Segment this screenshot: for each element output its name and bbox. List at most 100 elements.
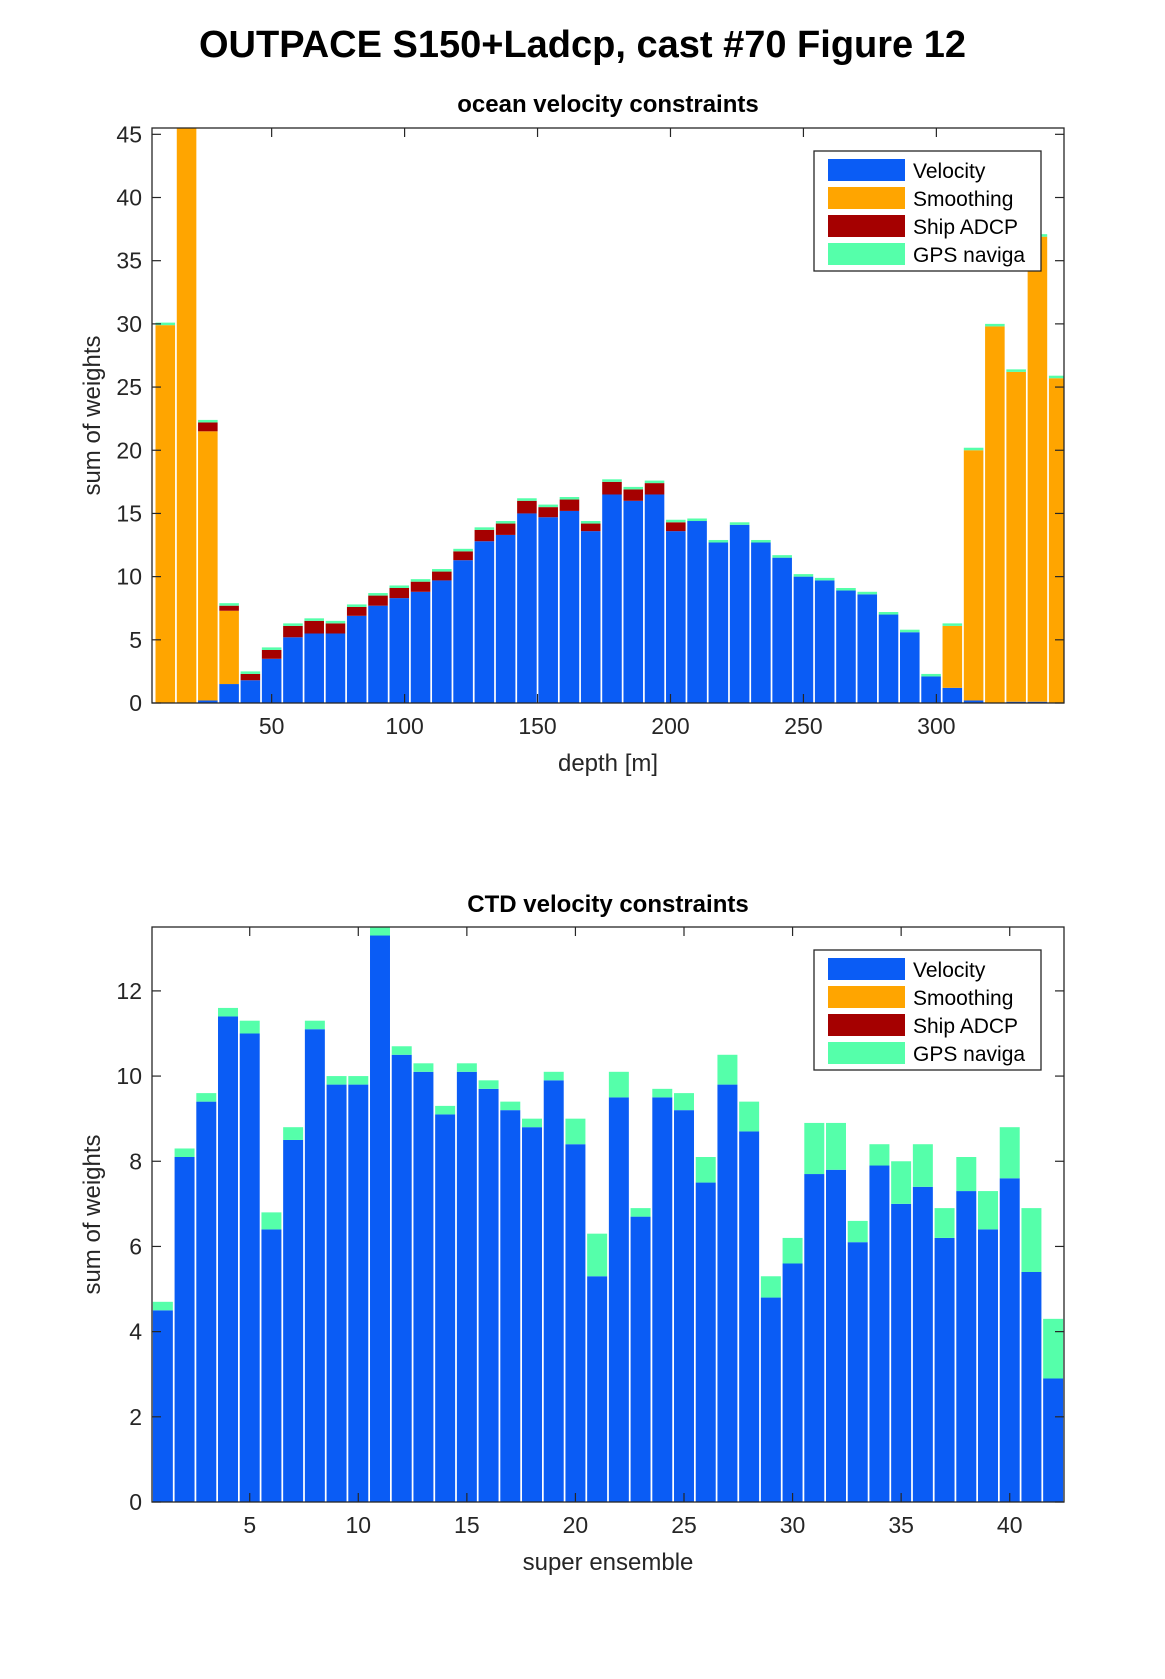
bar-velocity <box>543 1080 564 1502</box>
bar-gps-naviga <box>304 1020 325 1030</box>
bar-gps-naviga <box>826 1122 846 1170</box>
bar-gps-naviga <box>587 1233 608 1277</box>
bar-ship-adcp <box>602 481 622 495</box>
bar-velocity <box>836 590 856 703</box>
legend-label: Velocity <box>913 959 986 982</box>
x-tick-label: 100 <box>385 713 423 739</box>
bar-velocity <box>152 1310 173 1502</box>
bar-velocity <box>739 1131 760 1502</box>
x-tick-label: 250 <box>784 713 822 739</box>
legend: Velocity Smoothing Ship ADCP GPS naviga <box>813 150 1042 272</box>
bar-gps-naviga <box>956 1157 977 1192</box>
bar-gps-naviga <box>325 620 346 624</box>
bar-velocity <box>538 517 558 703</box>
bar-velocity <box>847 1242 868 1502</box>
bar-gps-naviga <box>370 927 390 936</box>
x-tick-label: 20 <box>563 1512 589 1538</box>
bar-velocity <box>304 633 324 703</box>
legend-swatch-velocity <box>828 159 905 181</box>
legend-swatch-ship-adcp <box>828 215 905 237</box>
bar-gps-naviga <box>283 1127 304 1140</box>
bar-gps-naviga <box>435 1105 456 1115</box>
figure-title: OUTPACE S150+Ladcp, cast #70 Figure 12 <box>199 24 966 66</box>
bar-gps-naviga <box>389 585 410 588</box>
bar-ship-adcp <box>559 499 580 511</box>
bar-smoothing <box>942 625 963 688</box>
bar-velocity <box>760 1297 781 1502</box>
legend-swatch-ship-adcp <box>828 1014 905 1036</box>
bar-velocity <box>389 598 410 703</box>
bar-gps-naviga <box>942 623 963 626</box>
bar-ship-adcp <box>410 581 431 592</box>
bar-velocity <box>283 637 303 703</box>
bar-gps-naviga <box>410 579 431 582</box>
bar-velocity <box>174 1157 195 1502</box>
bar-gps-naviga <box>857 591 878 595</box>
bar-gps-naviga <box>760 1276 781 1298</box>
bar-velocity <box>869 1165 890 1502</box>
bar-ship-adcp <box>538 507 558 518</box>
bar-gps-naviga <box>413 1063 434 1072</box>
bar-velocity <box>942 687 963 703</box>
bar-velocity <box>325 633 346 703</box>
legend-label: GPS naviga <box>913 1043 1025 1066</box>
bar-gps-naviga <box>602 479 622 482</box>
legend-label: GPS naviga <box>913 244 1025 267</box>
x-tick-label: 150 <box>518 713 556 739</box>
bar-gps-naviga <box>538 504 558 508</box>
legend-label: Ship ADCP <box>913 1015 1018 1038</box>
bar-velocity <box>695 1182 716 1502</box>
bar-gps-naviga <box>368 593 388 596</box>
bar-velocity <box>370 935 390 1502</box>
bar-gps-naviga <box>772 555 792 558</box>
bar-velocity <box>674 1110 694 1502</box>
bar-velocity <box>500 1110 521 1502</box>
legend: Velocity Smoothing Ship ADCP GPS naviga <box>813 949 1042 1071</box>
bar-gps-naviga <box>1048 375 1064 379</box>
bar-gps-naviga <box>346 604 367 607</box>
bar-velocity <box>687 521 707 703</box>
bar-gps-naviga <box>847 1220 868 1243</box>
bar-gps-naviga <box>921 673 941 677</box>
bar-velocity <box>826 1169 846 1502</box>
legend-label: Smoothing <box>913 188 1013 211</box>
y-tick-label: 30 <box>116 311 142 337</box>
bar-ship-adcp <box>580 523 601 532</box>
bar-gps-naviga <box>580 521 601 524</box>
bar-gps-naviga <box>695 1157 716 1183</box>
chart-title: CTD velocity constraints <box>467 891 748 918</box>
bar-gps-naviga <box>283 623 303 626</box>
bar-ship-adcp <box>368 595 388 606</box>
y-tick-label: 5 <box>129 627 142 653</box>
bar-gps-naviga <box>152 1301 173 1311</box>
y-tick-label: 40 <box>116 185 142 211</box>
bar-smoothing <box>963 450 984 701</box>
ocean-velocity-chart: 50 100 150 200 250 300 0 5 10 15 20 25 30 35 40 45 ocean… <box>79 91 1065 777</box>
bar-velocity <box>751 542 771 703</box>
bar-velocity <box>623 500 644 703</box>
y-tick-label: 4 <box>129 1319 142 1345</box>
bar-velocity <box>495 534 516 703</box>
bar-velocity <box>1043 1378 1064 1502</box>
bar-gps-naviga <box>495 521 516 524</box>
bar-gps-naviga <box>804 1122 825 1175</box>
bar-velocity <box>559 510 580 703</box>
bar-gps-naviga <box>174 1148 195 1157</box>
axes-box <box>151 926 1065 1503</box>
bar-velocity <box>963 700 984 703</box>
bar-gps-naviga <box>522 1118 542 1128</box>
axes-box <box>151 127 1065 704</box>
bar-velocity <box>368 605 388 703</box>
bar-velocity <box>1021 1272 1042 1502</box>
y-tick-label: 10 <box>116 564 142 590</box>
x-tick-label: 5 <box>243 1512 256 1538</box>
bar-ship-adcp <box>644 483 665 495</box>
bar-velocity <box>912 1186 933 1502</box>
bar-smoothing <box>985 326 1005 703</box>
bar-velocity <box>478 1088 499 1502</box>
bar-gps-naviga <box>348 1076 369 1085</box>
legend-label: Ship ADCP <box>913 216 1018 239</box>
bar-gps-naviga <box>630 1208 651 1217</box>
y-axis-label: sum of weights <box>79 335 106 495</box>
bar-velocity <box>580 531 601 703</box>
